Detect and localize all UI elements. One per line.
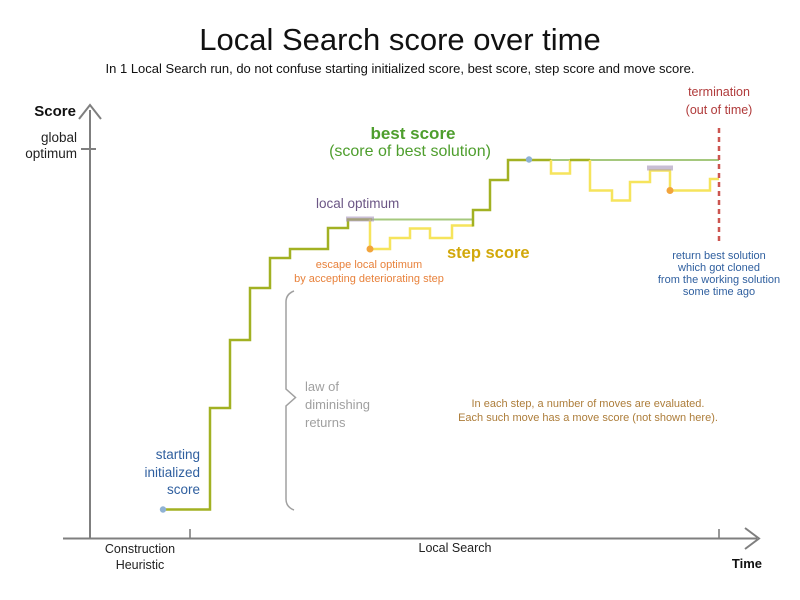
escape-dot-2	[666, 187, 674, 194]
escape-dot-1	[366, 245, 374, 253]
x-axis-arrow-icon	[744, 527, 761, 550]
move-score-note: In each step, a number of moves are eval…	[458, 398, 718, 424]
return-best-solution-note: return best solution which got cloned fr…	[657, 250, 781, 299]
step-score-label: step score	[447, 244, 530, 262]
page-title: Local Search score over time	[199, 22, 601, 57]
y-axis-arrow-icon	[78, 103, 102, 120]
termination-label: termination (out of time)	[685, 85, 753, 117]
best-score-sublabel: (score of best solution)	[329, 143, 491, 160]
diminishing-returns-label: law of diminishing returns	[305, 379, 371, 430]
step-score-dip-1	[368, 219, 473, 251]
x-segment-construction-heuristic: Construction Heuristic	[104, 542, 176, 573]
x-axis-label: Time	[731, 556, 762, 571]
series-layer	[159, 128, 721, 513]
starting-score-dot	[159, 506, 167, 513]
step-score-dip-3	[588, 160, 719, 202]
y-axis-label: Score	[34, 103, 76, 120]
starting-score-label: starting initialized score	[144, 447, 200, 498]
x-segment-local-search: Local Search	[418, 541, 492, 555]
diminishing-returns-brace	[285, 290, 297, 511]
local-optimum-label: local optimum	[316, 196, 400, 211]
global-optimum-label: global optimum	[25, 130, 77, 161]
best-score-dot	[525, 156, 533, 163]
step-score-dip-2	[549, 160, 572, 175]
step-score-rise-1	[163, 218, 372, 511]
best-score-label: best score	[370, 124, 456, 143]
step-score-rise-2	[471, 158, 551, 227]
page-subtitle: In 1 Local Search run, do not confuse st…	[105, 61, 695, 76]
escape-local-optimum-note: escape local optimum by accepting deteri…	[294, 259, 444, 285]
